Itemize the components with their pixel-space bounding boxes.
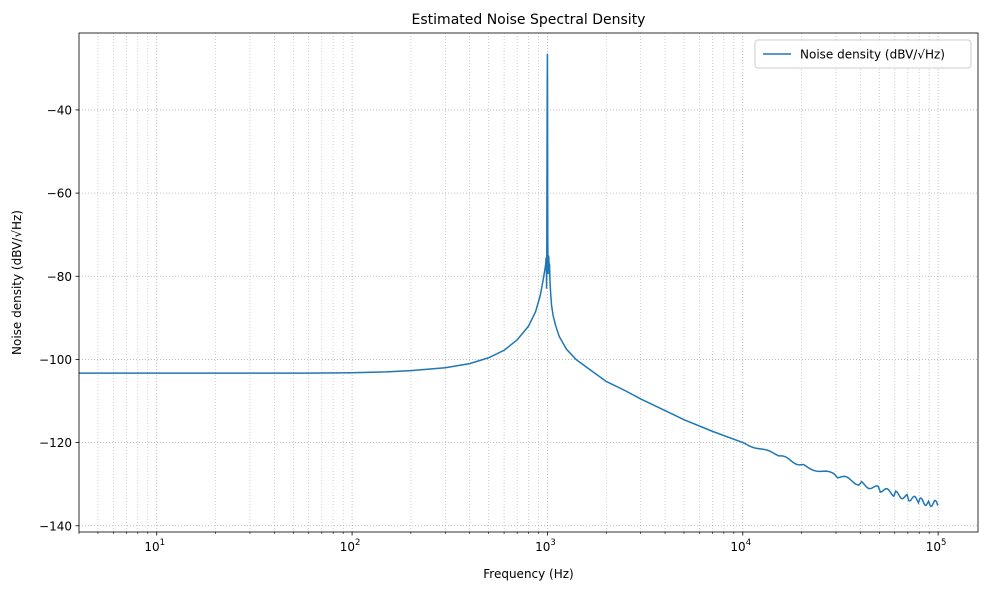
x-axis-ticks: 101 102 103 104 105	[78, 532, 947, 554]
legend-box	[754, 39, 972, 69]
x-tick-label: 101	[144, 538, 165, 554]
y-tick-label: −60	[47, 187, 72, 201]
major-grid	[79, 33, 978, 532]
legend: Noise density (dBV/√Hz)	[754, 39, 972, 69]
x-tick-label: 103	[535, 538, 556, 554]
y-tick-label: −40	[47, 103, 72, 117]
x-tick-label: 104	[730, 538, 751, 554]
x-tick-label: 102	[340, 538, 361, 554]
series-line-noise-density	[79, 53, 939, 508]
x-tick-label: 105	[926, 538, 947, 554]
y-tick-label: −120	[39, 436, 72, 450]
chart-title: Estimated Noise Spectral Density	[412, 12, 646, 28]
y-axis-ticks: −40 −60 −80 −100 −120 −140	[39, 103, 79, 533]
x-axis-title: Frequency (Hz)	[483, 567, 574, 581]
y-tick-label: −80	[47, 270, 72, 284]
plot-area	[79, 53, 939, 508]
y-tick-label: −100	[39, 353, 72, 367]
y-axis-title: Noise density (dBV/√Hz)	[10, 210, 24, 355]
legend-label: Noise density (dBV/√Hz)	[800, 48, 945, 62]
minor-grid	[78, 33, 930, 532]
y-tick-label: −140	[39, 519, 72, 533]
